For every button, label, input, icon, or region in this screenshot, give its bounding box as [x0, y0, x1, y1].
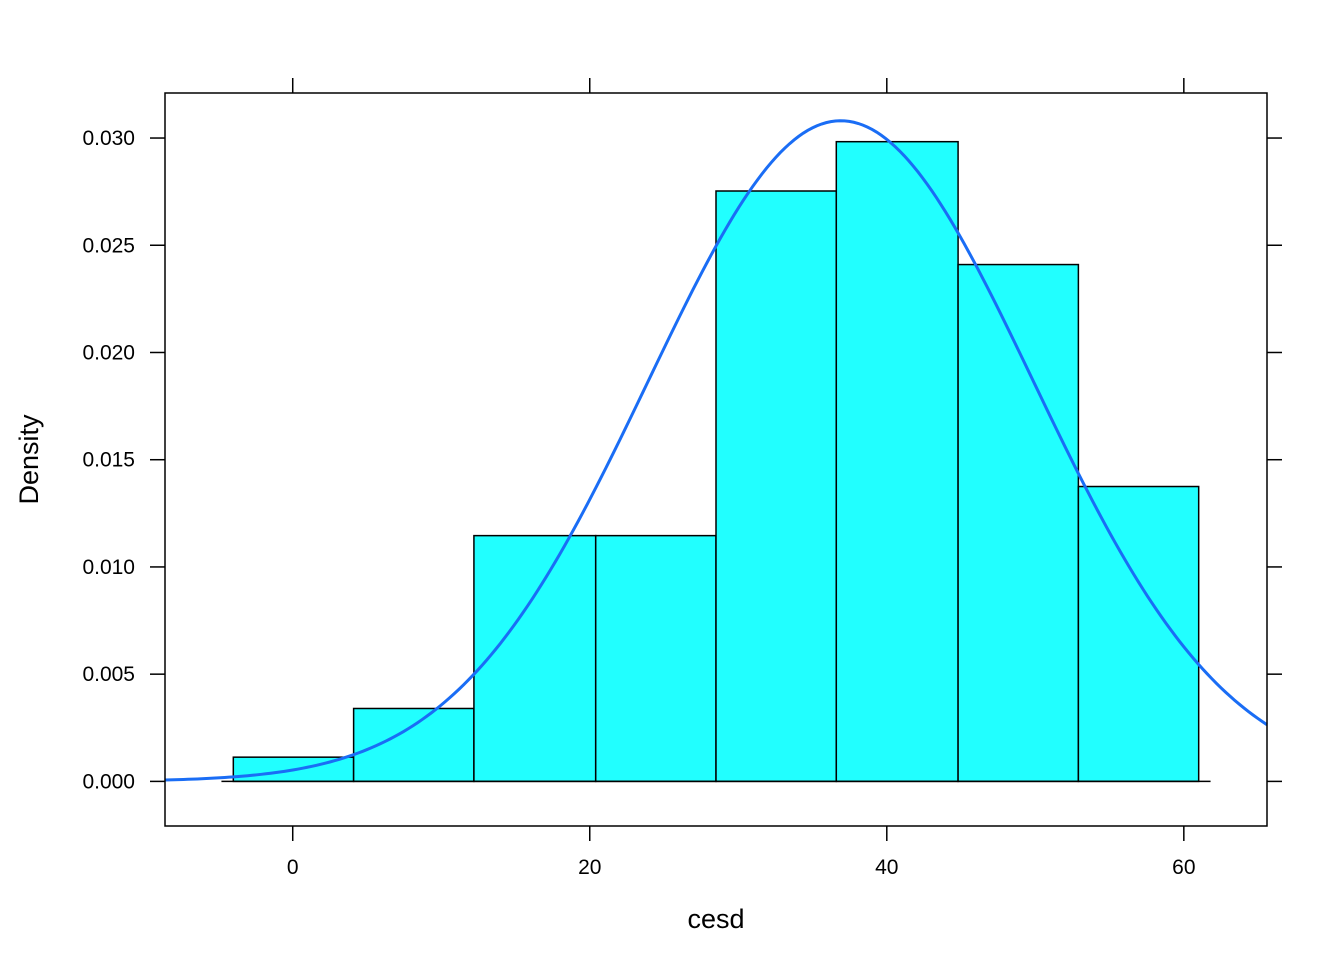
histogram-bar-4: [594, 534, 717, 783]
x-tick-label: 0: [287, 856, 299, 879]
x-tick-label: 20: [578, 856, 601, 879]
y-tick-label: 0.010: [82, 556, 135, 579]
x-axis-ticks: 0 20 40 60: [287, 78, 1196, 879]
density-curve: [164, 119, 1268, 782]
x-tick-label: 60: [1172, 856, 1195, 879]
histogram-bar-5: [715, 190, 838, 783]
x-axis-title: cesd: [687, 904, 744, 934]
histogram-bar-3: [473, 534, 597, 783]
y-tick-label: 0.005: [82, 663, 135, 686]
y-tick-label: 0.020: [82, 341, 135, 364]
y-axis-ticks: 0.000 0.005 0.010 0.015 0.020 0.025 0.030: [82, 127, 1282, 793]
x-tick-label: 40: [875, 856, 898, 879]
y-tick-label: 0.000: [82, 770, 135, 793]
histogram-bar-7: [957, 263, 1080, 783]
histogram-bar-8: [1077, 485, 1200, 783]
y-axis-title: Density: [14, 414, 44, 505]
y-tick-label: 0.030: [82, 127, 135, 150]
y-tick-label: 0.015: [82, 449, 135, 472]
y-tick-label: 0.025: [82, 234, 135, 257]
histogram-bar-2: [352, 707, 475, 783]
histogram-bar-6: [835, 140, 959, 783]
histogram-bars: [232, 140, 1200, 783]
